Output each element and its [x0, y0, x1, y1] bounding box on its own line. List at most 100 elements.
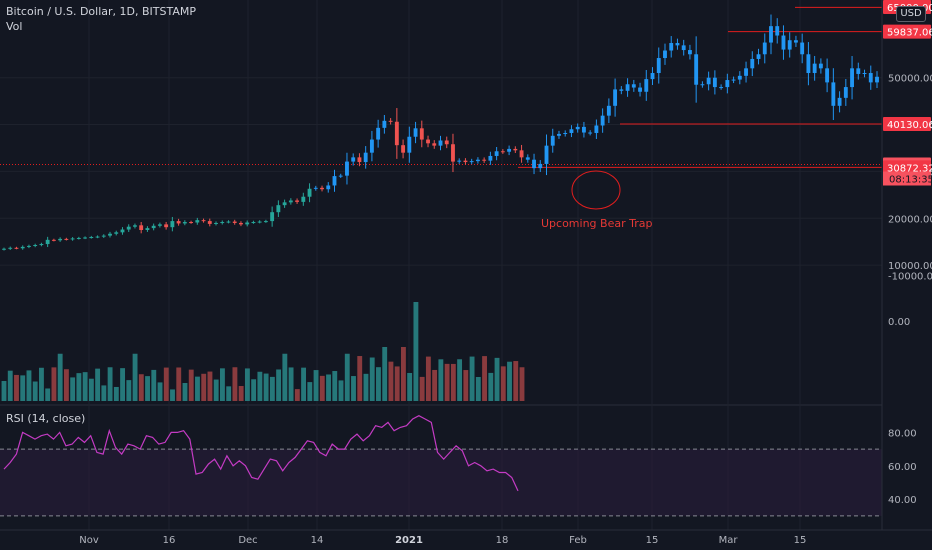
- volume-bar: [307, 382, 313, 401]
- candle-body: [451, 144, 455, 162]
- volume-bar: [432, 369, 438, 401]
- candle-body: [201, 220, 206, 222]
- volume-bar: [394, 366, 400, 401]
- candle-body: [282, 202, 287, 206]
- volume-bar: [475, 376, 481, 401]
- candle-body: [301, 196, 306, 202]
- candle-body: [775, 26, 780, 36]
- candle-body: [214, 222, 218, 224]
- candle-body: [694, 54, 699, 85]
- candle-body: [750, 58, 755, 69]
- candle-body: [606, 105, 611, 116]
- time-axis[interactable]: Nov 16 Dec 14 2021 18 Feb 15 Mar 15: [0, 529, 932, 546]
- candle-body: [195, 220, 200, 223]
- candle-body: [108, 233, 112, 236]
- candle-body: [544, 145, 549, 164]
- volume-bar: [101, 385, 107, 401]
- candle-body: [675, 43, 680, 46]
- volume-bar: [188, 369, 194, 401]
- candle-body: [419, 128, 424, 140]
- candle-body: [818, 63, 823, 69]
- volume-bar: [369, 357, 375, 401]
- candle-body: [89, 237, 94, 239]
- candle-body: [569, 129, 574, 133]
- volume-bar: [51, 367, 57, 401]
- price-badge: [883, 160, 931, 175]
- candle-body: [588, 132, 593, 134]
- candle-body: [719, 87, 724, 89]
- candle-body: [70, 238, 75, 240]
- candle-body: [712, 77, 717, 88]
- candle-body: [850, 68, 854, 88]
- candle-body: [594, 125, 599, 133]
- volume-bar: [63, 369, 69, 401]
- rsi-tick-label: 80.00: [888, 428, 917, 439]
- currency-button[interactable]: USD: [896, 6, 926, 22]
- volume-bar: [313, 370, 319, 401]
- volume-bar: [326, 374, 331, 401]
- volume-bar: [201, 373, 207, 401]
- volume-bar: [132, 353, 138, 401]
- candle-body: [507, 148, 512, 152]
- candle-body: [320, 187, 324, 190]
- candle-body: [500, 151, 505, 153]
- candle-body: [525, 157, 530, 160]
- price-tick-label: 20000.00: [888, 214, 932, 225]
- time-tick-label: 15: [794, 535, 807, 546]
- candle-body: [39, 244, 44, 246]
- candle-body: [270, 212, 275, 222]
- volume-bar: [138, 374, 144, 401]
- price-axis[interactable]: 10000.0020000.0030000.0040000.0050000.00…: [881, 0, 932, 530]
- candle-body: [407, 136, 412, 153]
- candle-body: [837, 97, 842, 106]
- bear-trap-label: Upcoming Bear Trap: [541, 217, 652, 230]
- candle-body: [33, 244, 38, 246]
- volume-bar: [26, 370, 32, 401]
- candle-body: [575, 126, 580, 130]
- volume-bar: [425, 356, 431, 401]
- candle-body: [762, 42, 767, 55]
- price-badge-label: 40130.06: [887, 120, 932, 131]
- candle-body: [875, 76, 879, 83]
- volume-bar: [39, 367, 44, 401]
- price-badge-label: 30872.32: [887, 163, 932, 174]
- volume-bar: [469, 356, 475, 401]
- candle-body: [232, 221, 237, 223]
- time-tick-label: 18: [496, 535, 509, 546]
- volume-bar: [170, 389, 175, 401]
- volume-bar: [419, 376, 425, 401]
- candle-body: [20, 246, 25, 249]
- candle-body: [794, 40, 798, 43]
- candle-body: [444, 140, 449, 145]
- candle-body: [812, 63, 817, 74]
- volume-bar: [88, 378, 94, 401]
- candle-body: [806, 54, 811, 74]
- volume-bars: [1, 302, 525, 401]
- candle-body: [494, 151, 499, 156]
- candle-body: [145, 228, 150, 230]
- candle-body: [700, 84, 705, 86]
- volume-bar: [357, 356, 363, 401]
- level-lines: [0, 6, 882, 168]
- volume-bar: [344, 353, 350, 401]
- volume-bar: [107, 367, 113, 401]
- time-tick-label: 14: [311, 535, 324, 546]
- volume-bar: [276, 369, 282, 401]
- candle-body: [276, 205, 281, 213]
- rsi-line: [3, 415, 519, 492]
- candle-body: [638, 87, 642, 92]
- candle-body: [856, 68, 861, 74]
- candle-body: [120, 229, 125, 233]
- candle-body: [550, 135, 555, 146]
- volume-bar: [57, 353, 63, 401]
- candle-body: [126, 226, 131, 230]
- candle-body: [868, 73, 873, 83]
- candle-body: [139, 225, 144, 230]
- volume-bar: [70, 377, 76, 401]
- candle-body: [669, 43, 674, 51]
- candle-body: [482, 159, 487, 161]
- candle-body: [257, 221, 262, 223]
- candle-body: [800, 42, 805, 55]
- candle-body: [825, 68, 830, 83]
